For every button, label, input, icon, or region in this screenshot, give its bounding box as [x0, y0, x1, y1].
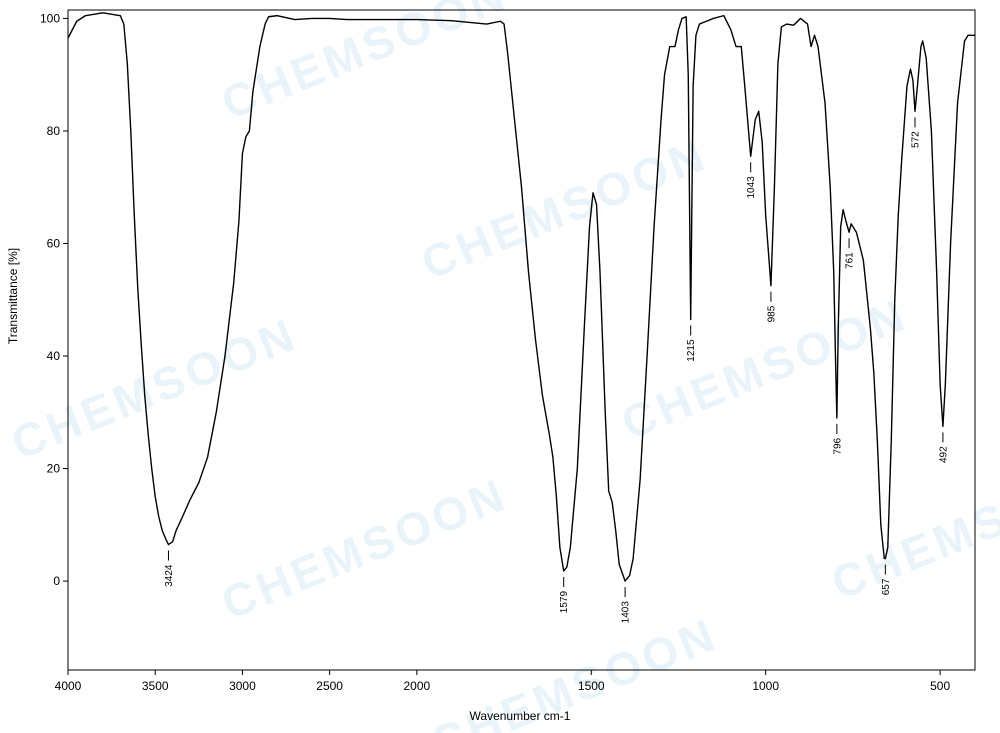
watermarks: CHEMSOONCHEMSOONCHEMSOONCHEMSOONCHEMSOON…	[4, 0, 1000, 733]
x-tick-label: 3000	[229, 679, 256, 693]
y-tick-label: 20	[47, 462, 61, 476]
peak-label: 657	[881, 578, 892, 595]
y-tick-label: 40	[47, 349, 61, 363]
peak-label: 985	[766, 305, 777, 322]
x-tick-label: 2500	[316, 679, 343, 693]
watermark: CHEMSOON	[614, 288, 914, 450]
peak-label: 1579	[559, 591, 570, 614]
x-tick-label: 3500	[142, 679, 169, 693]
peak-label: 572	[910, 131, 921, 148]
peak-label: 3424	[164, 564, 175, 587]
x-tick-label: 4000	[55, 679, 82, 693]
y-tick-label: 0	[53, 574, 60, 588]
spectrum-line	[67, 12, 975, 582]
peak-label: 761	[845, 252, 856, 269]
watermark: CHEMSOON	[4, 308, 304, 470]
peak-label: 796	[832, 437, 843, 454]
watermark: CHEMSOON	[824, 448, 1000, 610]
peak-label: 492	[938, 446, 949, 463]
peak-label: 1403	[621, 601, 632, 624]
y-tick-label: 80	[47, 124, 61, 138]
y-tick-label: 100	[40, 11, 60, 25]
peak-label: 1043	[746, 176, 757, 199]
plot-frame	[67, 9, 976, 671]
peak-label: 1215	[686, 339, 697, 362]
x-tick-label: 1000	[752, 679, 779, 693]
x-tick-label: 2000	[403, 679, 430, 693]
watermark: CHEMSOON	[414, 128, 714, 290]
x-tick-label: 500	[930, 679, 950, 693]
y-axis-label: Transmittance [%]	[6, 248, 20, 344]
x-axis-label: Wavenumber cm-1	[470, 709, 571, 723]
y-tick-label: 60	[47, 237, 61, 251]
x-tick-label: 1500	[578, 679, 605, 693]
watermark: CHEMSOON	[214, 468, 514, 630]
